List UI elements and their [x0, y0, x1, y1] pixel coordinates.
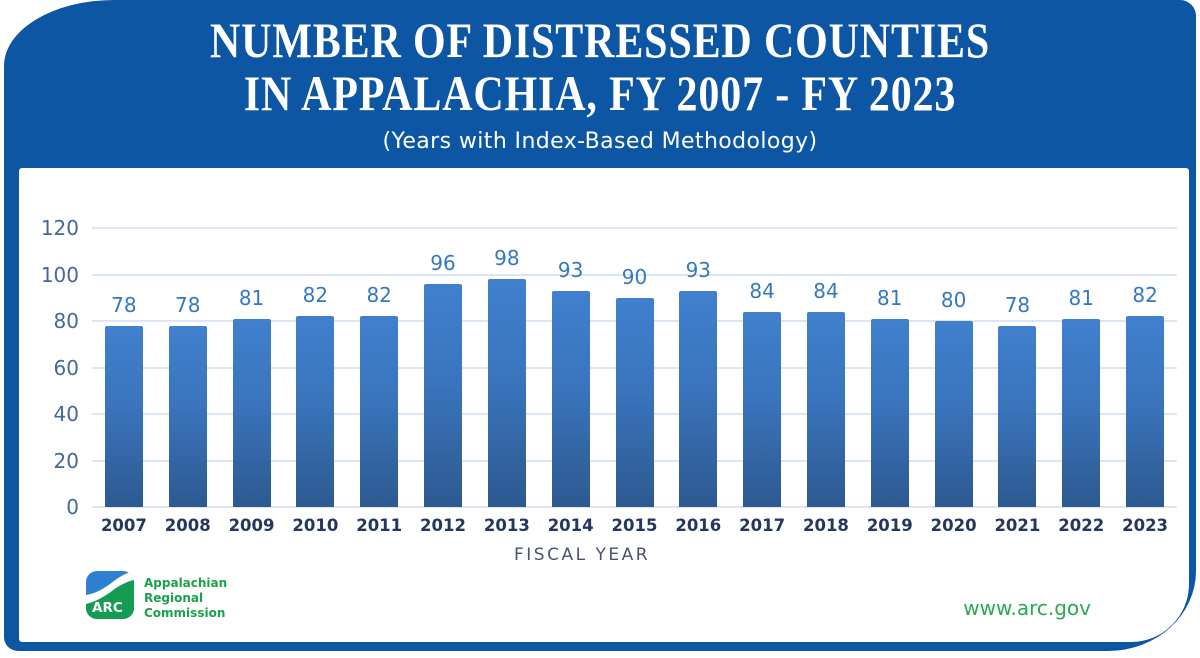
arc-logo: ARC Appalachian Regional Commission	[86, 571, 227, 621]
bar-2022	[1062, 318, 1101, 507]
x-tick-label-2018: 2018	[802, 516, 849, 535]
bar-value-label-2015: 90	[621, 264, 648, 289]
arc-logo-acronym: ARC	[92, 600, 123, 616]
x-tick-label-2015: 2015	[611, 516, 658, 535]
x-tick-label-2023: 2023	[1122, 516, 1169, 535]
x-tick-label-2016: 2016	[675, 516, 722, 535]
y-tick-label-60: 60	[53, 355, 79, 380]
x-tick-label-2022: 2022	[1058, 516, 1105, 535]
gridline-y-120	[92, 227, 1177, 229]
x-axis-title: FISCAL YEAR	[513, 545, 651, 565]
bar-value-label-2008: 78	[174, 292, 201, 317]
bar-value-label-2018: 84	[813, 278, 839, 303]
chart-subtitle: (Years with Index-Based Methodology)	[382, 129, 818, 154]
x-tick-label-2010: 2010	[292, 516, 339, 535]
bar-2014	[551, 290, 590, 507]
x-tick-label-2008: 2008	[164, 516, 211, 535]
bar-2012	[424, 283, 463, 507]
x-tick-label-2013: 2013	[483, 516, 530, 535]
bar-value-label-2007: 78	[111, 292, 137, 317]
y-axis: 0 20 40 60 80 100 120	[19, 217, 79, 518]
bar-value-label-2012: 96	[430, 250, 456, 275]
x-tick-label-2020: 2020	[930, 516, 977, 535]
bar-value-label-2009: 81	[238, 285, 265, 310]
bar-2007	[104, 325, 143, 507]
bar-2020	[934, 321, 973, 507]
y-tick-label-40: 40	[53, 402, 79, 426]
x-tick-label-2009: 2009	[228, 516, 275, 535]
x-tick-label-2007: 2007	[100, 516, 147, 535]
y-tick-label-20: 20	[53, 448, 79, 473]
bar-value-label-2019: 81	[877, 285, 903, 310]
y-tick-label-80: 80	[53, 309, 79, 333]
bar-2015	[615, 297, 654, 507]
header: NUMBER OF DISTRESSED COUNTIES IN APPALAC…	[4, 12, 1196, 155]
bar-2021	[998, 325, 1037, 507]
logo-line-1: Appalachian	[144, 576, 228, 590]
bar-2011	[360, 316, 399, 507]
gridline-y-0	[92, 506, 1177, 508]
y-tick-label-0: 0	[66, 495, 79, 519]
blue-frame: NUMBER OF DISTRESSED COUNTIES IN APPALAC…	[4, 0, 1196, 651]
bar-value-label-2010: 82	[302, 283, 329, 308]
chart-title-line-2: IN APPALACHIA, FY 2007 - FY 2023	[243, 65, 957, 121]
bar-2019	[870, 318, 909, 507]
logo-line-3: Commission	[144, 606, 226, 620]
y-tick-label-120: 120	[40, 216, 79, 240]
x-tick-label-2019: 2019	[866, 516, 913, 535]
y-tick-label-100: 100	[40, 262, 79, 287]
bar-chart-plot: 78 2007 78 2008 81 2009 82 2010 82 2011 96 2012 98 20…	[92, 227, 1177, 535]
bar-value-label-2013: 98	[494, 246, 520, 271]
bar-value-label-2016: 93	[685, 257, 712, 282]
bar-2023	[1126, 316, 1165, 507]
bar-2016	[679, 290, 718, 507]
chart-card: 0 20 40 60 80 100 120 78 2007 78 2008 81 2009 82 2010…	[19, 168, 1189, 642]
bar-2018	[806, 311, 845, 507]
x-tick-label-2011: 2011	[356, 516, 403, 535]
chart-title-line-1: NUMBER OF DISTRESSED COUNTIES	[209, 12, 991, 68]
x-tick-label-2017: 2017	[739, 516, 786, 535]
bar-2009	[232, 318, 271, 507]
x-tick-label-2014: 2014	[547, 516, 594, 535]
bar-value-label-2014: 93	[557, 257, 584, 282]
x-tick-label-2021: 2021	[994, 516, 1041, 535]
bar-value-label-2011: 82	[366, 283, 392, 308]
arc-logo-text: Appalachian Regional Commission	[144, 576, 227, 621]
bar-value-label-2020: 80	[940, 288, 967, 312]
logo-line-2: Regional	[144, 591, 204, 605]
bar-2017	[743, 311, 782, 507]
website-link[interactable]: www.arc.gov	[963, 596, 1091, 620]
bar-2013	[487, 279, 526, 507]
arc-logo-icon: ARC	[86, 571, 134, 619]
bar-value-label-2021: 78	[1004, 292, 1031, 317]
bar-value-label-2023: 82	[1132, 283, 1158, 308]
bar-value-label-2017: 84	[749, 278, 775, 303]
gridline-y-100	[92, 273, 1177, 276]
bar-2010	[296, 316, 335, 507]
x-tick-label-2012: 2012	[420, 516, 466, 535]
bar-value-label-2022: 81	[1068, 285, 1094, 310]
bar-2008	[168, 325, 207, 507]
